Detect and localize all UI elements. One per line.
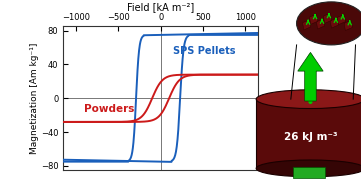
Text: SPS Pellets: SPS Pellets	[173, 46, 235, 56]
Ellipse shape	[297, 2, 361, 45]
X-axis label: Field [kA m⁻²]: Field [kA m⁻²]	[127, 2, 194, 12]
Bar	[309, 14, 318, 24]
Bar	[293, 167, 326, 178]
FancyArrow shape	[298, 52, 323, 101]
Bar	[344, 20, 352, 30]
Y-axis label: Magnetization [Am kg⁻¹]: Magnetization [Am kg⁻¹]	[30, 43, 39, 154]
Bar	[330, 18, 339, 28]
Ellipse shape	[256, 160, 361, 177]
Text: Powders: Powders	[84, 104, 135, 114]
Ellipse shape	[256, 90, 361, 108]
Bar	[317, 19, 325, 29]
Bar	[303, 20, 311, 30]
Bar	[337, 14, 345, 25]
Bar	[256, 99, 361, 168]
Text: 26 kJ m⁻³: 26 kJ m⁻³	[284, 132, 337, 142]
Bar	[323, 13, 332, 23]
